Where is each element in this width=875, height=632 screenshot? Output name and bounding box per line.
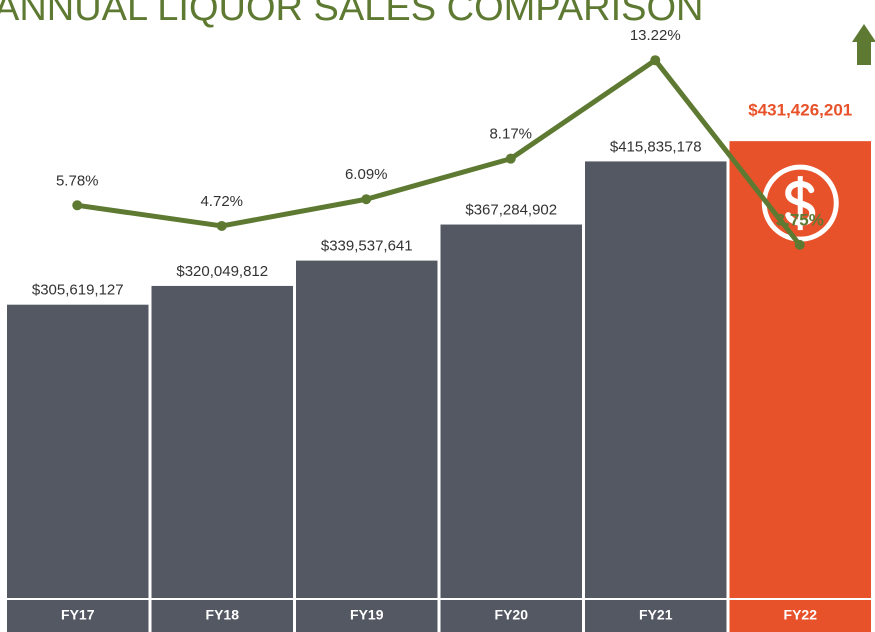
value-label: $305,619,127 [32,282,124,299]
value-label: $415,835,178 [610,138,702,155]
value-label: $339,537,641 [321,238,413,255]
value-label: $320,049,812 [176,263,268,280]
growth-point [216,220,227,231]
category-cell [296,600,438,632]
arrow-head [852,24,875,42]
arrow-shaft [857,41,871,65]
growth-line [76,57,802,247]
category-cell [7,600,149,632]
bar [440,224,582,598]
x-tick-label: FY22 [784,607,818,623]
growth-point [72,200,83,211]
growth-point [650,55,661,66]
growth-label: 4.72% [200,193,243,210]
growth-label: 6.09% [345,166,388,183]
category-cell [151,600,293,632]
category-cell [440,600,582,632]
chart-title: ANNUAL LIQUOR SALES COMPARISON [0,0,704,29]
bar [585,161,727,598]
value-label: $367,284,902 [465,201,557,218]
bar [7,304,149,598]
growth-point [361,194,372,205]
category-cell [585,600,727,632]
bar [296,260,438,598]
value-label: $431,426,201 [748,101,852,120]
growth-point [505,153,516,164]
up-arrow [852,24,875,65]
bar [151,285,293,598]
x-tick-label: FY18 [206,607,240,623]
x-tick-label: FY17 [61,607,95,623]
growth-label: 3.75% [776,210,824,229]
growth-label: 8.17% [489,126,532,143]
x-tick-label: FY19 [350,607,384,623]
x-tick-label: FY20 [495,607,529,623]
x-tick-label: FY21 [639,607,673,623]
growth-point [794,239,805,250]
category-cell [729,600,871,632]
growth-label: 5.78% [56,172,99,189]
growth-label: 13.22% [630,27,681,44]
